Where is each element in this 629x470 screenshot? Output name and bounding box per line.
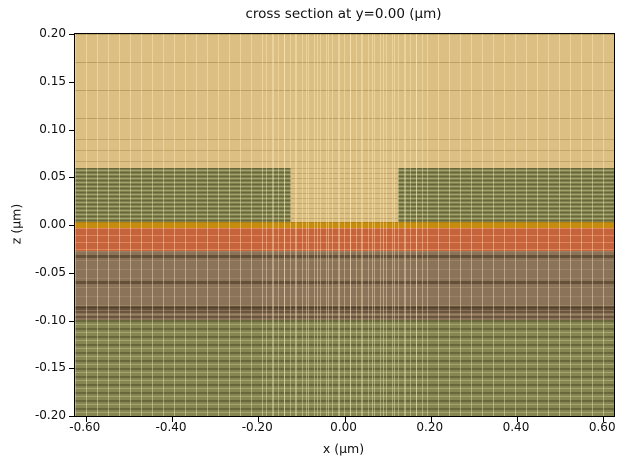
plot-area <box>69 33 615 422</box>
y-tick-label: -0.10 <box>34 312 66 327</box>
x-tick-label: 0.40 <box>502 420 530 434</box>
x-tick-label: 0.60 <box>588 420 616 434</box>
y-tick-mark <box>69 272 74 274</box>
x-tick-label: 0.00 <box>330 420 357 434</box>
material-layers <box>75 34 614 416</box>
y-tick-mark <box>69 368 74 370</box>
y-tick-label: 0.15 <box>39 73 66 88</box>
orange-layer-region <box>75 227 614 252</box>
y-tick-mark <box>69 320 74 322</box>
y-tick-label: 0.00 <box>39 217 66 231</box>
chart-title: cross section at y=0.00 (μm) <box>245 6 442 22</box>
x-tick-labels: -0.60 -0.40 -0.20 0.00 0.20 0.40 0.60 <box>69 420 616 436</box>
x-tick-label: -0.20 <box>241 420 273 434</box>
x-tick-mark <box>172 417 174 422</box>
x-axis-label: x (μm) <box>322 441 365 456</box>
x-tick-label: 0.20 <box>416 420 444 434</box>
y-tick-label: 0.10 <box>39 121 66 136</box>
slab-right-region <box>397 167 614 225</box>
y-tick-mark <box>69 416 74 417</box>
brown-layer-region <box>75 251 614 320</box>
y-tick-mark <box>69 129 74 131</box>
y-tick-mark <box>69 34 74 35</box>
x-tick-label: -0.40 <box>155 420 187 434</box>
x-tick-mark <box>344 417 346 422</box>
thin-interface-layer-region <box>75 222 614 228</box>
x-tick-mark <box>516 417 518 422</box>
slab-left-region <box>75 167 292 225</box>
y-tick-label: -0.20 <box>34 408 66 422</box>
x-tick-mark <box>430 417 432 422</box>
y-tick-mark <box>69 177 74 179</box>
x-tick-mark <box>85 417 87 422</box>
y-tick-mark <box>69 225 74 226</box>
y-tick-label: 0.05 <box>39 169 66 184</box>
x-tick-mark <box>603 417 605 422</box>
y-tick-label: -0.15 <box>34 360 66 375</box>
y-tick-mark <box>69 81 74 83</box>
y-tick-label: 0.20 <box>39 26 66 40</box>
y-tick-label: -0.05 <box>34 264 66 279</box>
y-tick-labels: 0.20 0.15 0.10 0.05 0.00 -0.05 -0.10 -0.15 -0.20 <box>0 26 66 422</box>
x-tick-mark <box>258 417 260 422</box>
substrate-layer-region <box>75 320 614 416</box>
ridge-region <box>291 167 398 225</box>
x-tick-label: -0.60 <box>69 420 101 434</box>
